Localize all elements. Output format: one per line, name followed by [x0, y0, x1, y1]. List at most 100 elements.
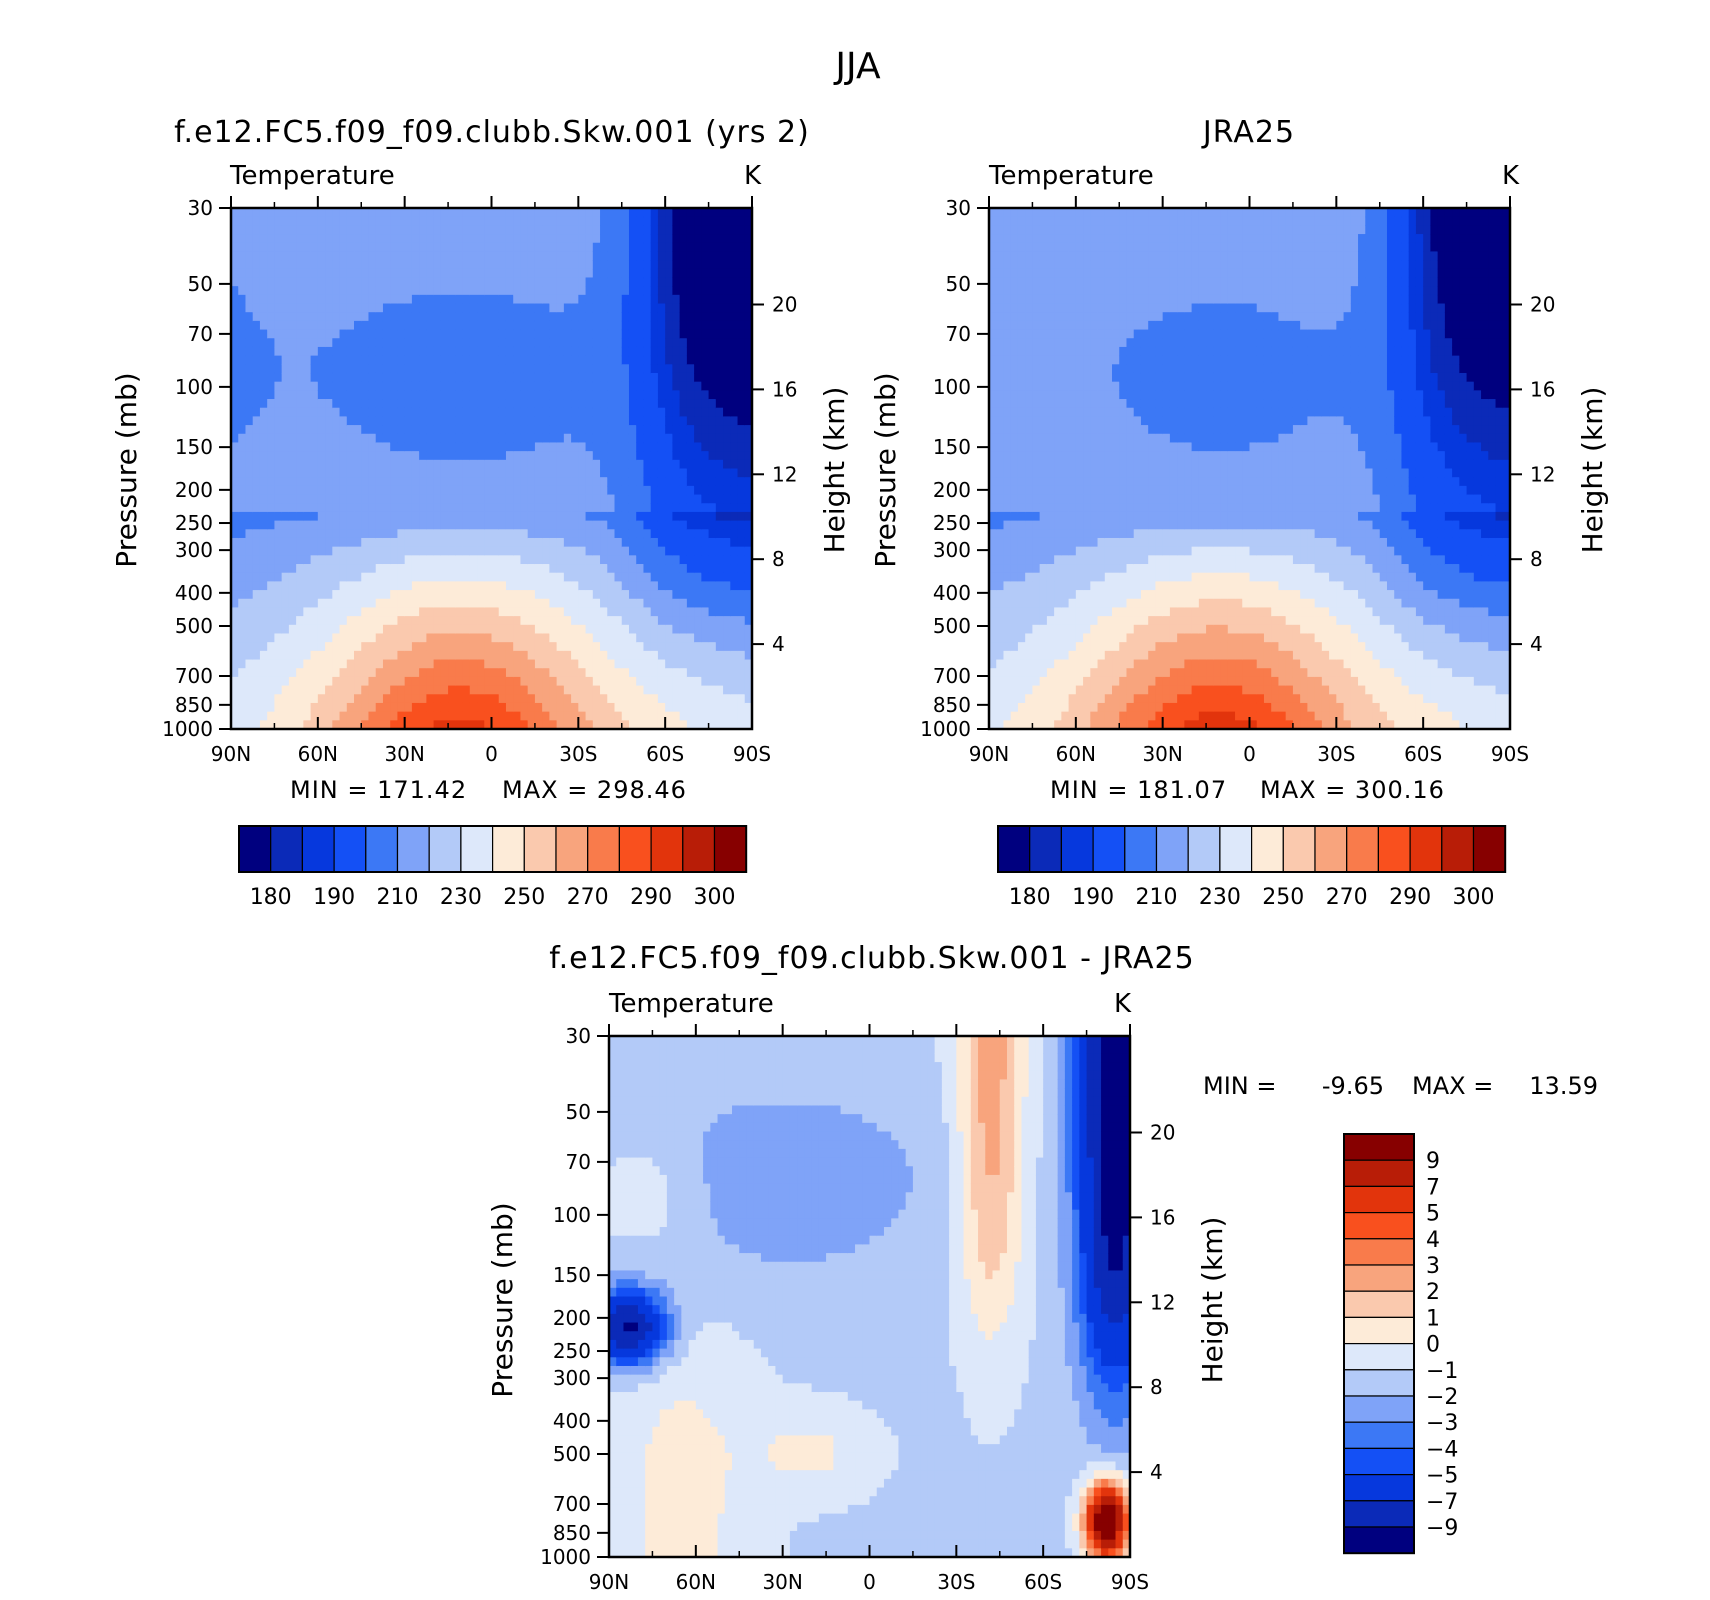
field-cell — [382, 676, 391, 687]
field-cell — [296, 468, 304, 478]
field-cell — [448, 676, 456, 687]
field-cell — [426, 546, 435, 556]
field-cell — [708, 399, 717, 409]
field-cell — [585, 616, 594, 626]
field-cell — [498, 590, 507, 600]
field-cell — [448, 277, 456, 287]
field-cell — [1046, 260, 1055, 270]
field-cell — [440, 329, 449, 339]
field-cell — [600, 494, 608, 504]
field-cell — [542, 711, 550, 721]
field-cell — [563, 216, 572, 226]
field-cell — [657, 650, 666, 661]
field-cell — [310, 546, 319, 556]
field-cell — [288, 537, 297, 548]
field-cell — [477, 234, 485, 244]
field-cell — [426, 642, 435, 652]
field-cell — [996, 477, 1005, 487]
field-cell — [1025, 590, 1034, 600]
field-cell — [484, 607, 493, 617]
field-cell — [636, 451, 645, 461]
field-cell — [607, 676, 616, 687]
field-cell — [252, 711, 261, 721]
field-cell — [592, 607, 601, 617]
field-cell — [1010, 520, 1019, 530]
field-cell — [252, 208, 261, 218]
field-cell — [672, 338, 681, 348]
field-cell — [361, 720, 370, 730]
field-cell — [520, 338, 529, 348]
field-cell — [1010, 338, 1019, 348]
field-cell — [368, 425, 377, 435]
field-cell — [368, 477, 377, 487]
field-cell — [578, 260, 587, 270]
field-cell — [238, 277, 247, 287]
field-cell — [621, 537, 630, 548]
field-cell — [996, 294, 1005, 305]
field-cell — [252, 564, 261, 574]
field-cell — [600, 451, 608, 461]
field-cell — [498, 338, 507, 348]
field-cell — [657, 511, 666, 522]
field-cell — [534, 520, 543, 530]
field-cell — [339, 338, 348, 348]
field-cell — [679, 372, 688, 383]
field-cell — [672, 442, 681, 452]
field-cell — [252, 381, 261, 391]
field-cell — [563, 425, 572, 435]
field-cell — [730, 702, 739, 713]
field-cell — [1039, 702, 1048, 713]
field-cell — [296, 407, 304, 417]
field-cell — [679, 294, 688, 305]
field-cell — [238, 494, 247, 504]
field-cell — [607, 260, 616, 270]
field-cell — [643, 537, 652, 548]
field-cell — [397, 555, 406, 565]
field-cell — [375, 694, 384, 704]
field-cell — [1039, 659, 1048, 669]
field-cell — [267, 320, 276, 331]
field-cell — [686, 372, 695, 383]
field-cell — [614, 242, 623, 253]
field-cell — [332, 312, 341, 322]
field-cell — [686, 355, 695, 365]
field-cell — [513, 511, 522, 522]
field-cell — [513, 720, 522, 730]
field-cell — [411, 633, 420, 643]
field-cell — [469, 320, 478, 331]
field-cell — [737, 234, 746, 244]
field-cell — [498, 572, 507, 582]
field-cell — [520, 268, 529, 279]
field-cell — [723, 459, 731, 470]
field-cell — [1032, 260, 1041, 270]
field-cell — [346, 546, 355, 556]
field-cell — [520, 459, 529, 470]
field-cell — [368, 511, 377, 522]
field-cell — [730, 616, 739, 626]
field-cell — [296, 572, 304, 582]
field-cell — [1032, 659, 1041, 669]
field-cell — [440, 676, 449, 687]
field-cell — [332, 711, 341, 721]
field-cell — [571, 650, 579, 661]
field-cell — [245, 260, 254, 270]
field-cell — [462, 633, 471, 643]
field-cell — [303, 529, 312, 539]
field-cell — [996, 459, 1005, 470]
field-cell — [585, 642, 594, 652]
field-cell — [339, 208, 348, 218]
field-cell — [288, 668, 297, 678]
field-cell — [607, 277, 616, 287]
field-cell — [354, 355, 362, 365]
field-cell — [723, 485, 731, 496]
field-cell — [643, 355, 652, 365]
field-cell — [231, 711, 239, 721]
field-cell — [520, 485, 529, 496]
field-cell — [361, 459, 370, 470]
field-cell — [382, 433, 391, 444]
field-cell — [1039, 503, 1048, 513]
field-cell — [723, 364, 731, 374]
field-cell — [534, 216, 543, 226]
field-cell — [397, 303, 406, 313]
field-cell — [650, 537, 659, 548]
